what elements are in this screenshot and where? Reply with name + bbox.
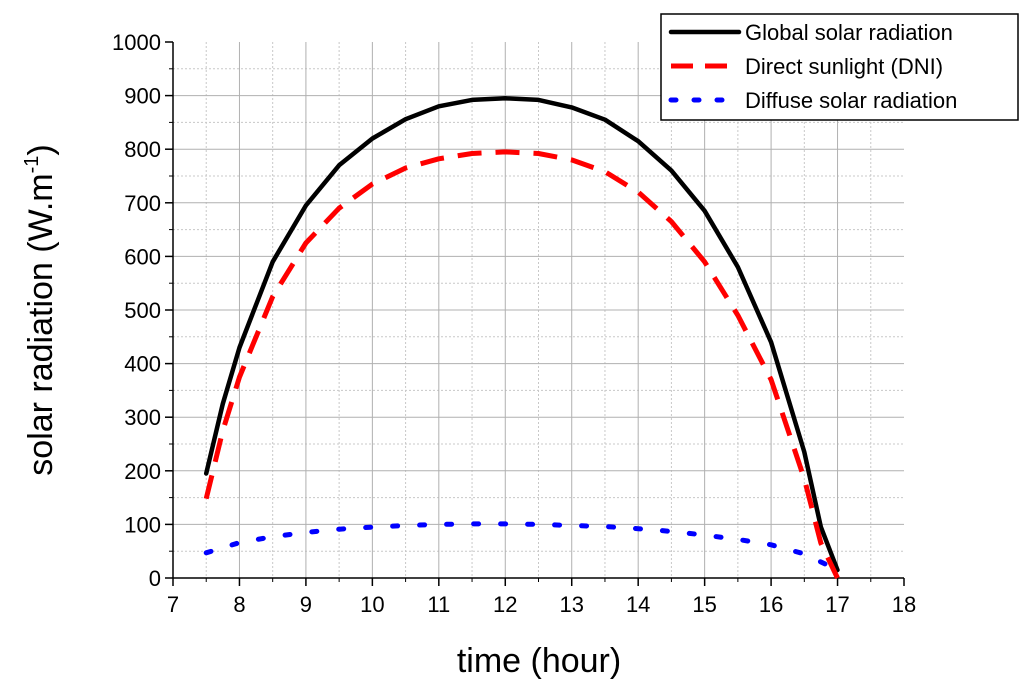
x-tick-label: 18 — [892, 592, 916, 617]
y-axis-title-close: ) — [22, 144, 60, 155]
y-tick-label: 0 — [149, 566, 161, 591]
y-tick-label: 200 — [124, 459, 161, 484]
x-tick-label: 17 — [825, 592, 849, 617]
x-tick-label: 16 — [759, 592, 783, 617]
legend-label: Direct sunlight (DNI) — [745, 54, 943, 79]
y-tick-label: 800 — [124, 137, 161, 162]
legend-label: Global solar radiation — [745, 20, 953, 45]
y-axis-title-superscript: -1 — [21, 156, 43, 174]
grid — [173, 42, 904, 578]
y-tick-label: 100 — [124, 512, 161, 537]
x-tick-label: 15 — [692, 592, 716, 617]
y-tick-label: 1000 — [112, 30, 161, 55]
x-axis-title: time (hour) — [457, 642, 621, 680]
y-tick-label: 900 — [124, 84, 161, 109]
y-tick-label: 400 — [124, 352, 161, 377]
x-tick-label: 11 — [427, 592, 450, 617]
series-layer — [203, 96, 840, 580]
y-tick-label: 300 — [124, 405, 161, 430]
legend: Global solar radiation Direct sunlight (D… — [660, 13, 1019, 121]
axes: 7 8 9 10 11 12 13 14 15 16 17 18 0 100 200 300 400 500 600… — [112, 30, 916, 617]
x-tick-label: 7 — [167, 592, 179, 617]
x-tick-label: 12 — [493, 592, 517, 617]
y-tick-label: 700 — [124, 191, 161, 216]
x-tick-label: 14 — [626, 592, 650, 617]
y-axis-title-main: solar radiation (W.m — [22, 173, 60, 475]
series-line-diffuse — [203, 521, 840, 573]
y-tick-label: 600 — [124, 244, 161, 269]
x-tick-label: 8 — [233, 592, 245, 617]
x-tick-label: 9 — [300, 592, 312, 617]
series-line-global — [203, 96, 840, 573]
x-tick-label: 13 — [559, 592, 583, 617]
legend-label: Diffuse solar radiation — [745, 88, 957, 113]
x-tick-label: 10 — [360, 592, 384, 617]
y-axis-title: solar radiation (W.m-1) — [21, 144, 60, 475]
series-line-direct — [203, 149, 840, 580]
y-tick-label: 500 — [124, 298, 161, 323]
